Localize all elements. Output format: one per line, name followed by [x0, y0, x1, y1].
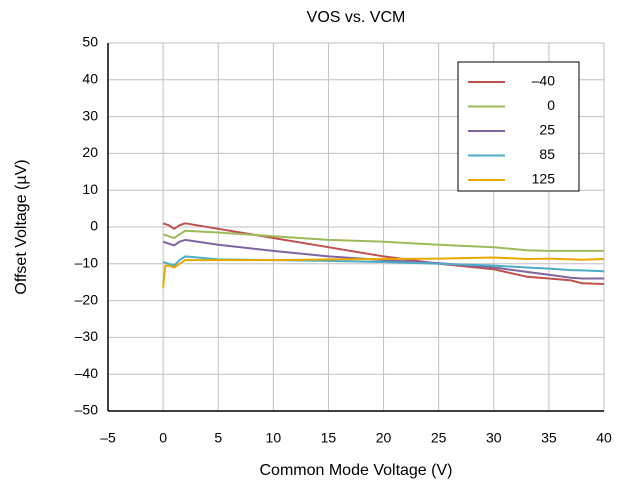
y-tick-label: 20: [82, 144, 98, 160]
x-tick-label: 25: [431, 430, 447, 446]
series-line: [162, 222, 605, 285]
x-tick-label: –5: [100, 430, 116, 446]
y-axis-label: Offset Voltage (µV): [13, 159, 30, 294]
series-line: [162, 256, 605, 288]
y-tick-label: –10: [75, 255, 99, 271]
legend-label: 125: [532, 171, 556, 187]
y-tick-label: –20: [75, 291, 99, 307]
y-tick-label: 10: [82, 181, 98, 197]
y-tick-label: 40: [82, 71, 98, 87]
series-line: [162, 238, 604, 280]
y-tick-label: –40: [75, 365, 99, 381]
legend-box: [457, 61, 580, 192]
y-tick-label: –30: [75, 328, 99, 344]
chart-title: VOS vs. VCM: [307, 9, 406, 26]
series-line: [162, 255, 605, 273]
legend-label: 85: [539, 146, 555, 162]
series-line: [162, 229, 604, 252]
y-tick-label: 50: [82, 34, 98, 50]
x-tick-label: 5: [214, 430, 222, 446]
x-tick-label: 15: [321, 430, 337, 446]
y-tick-label: 0: [90, 218, 98, 234]
x-tick-label: 20: [376, 430, 392, 446]
x-tick-label: 10: [266, 430, 282, 446]
legend-label: –40: [532, 73, 556, 89]
x-tick-label: 0: [159, 430, 167, 446]
y-tick-label: –50: [75, 402, 99, 418]
x-tick-label: 40: [596, 430, 612, 446]
x-axis-label: Common Mode Voltage (V): [260, 462, 453, 479]
legend-label: 0: [547, 97, 555, 113]
y-tick-label: 30: [82, 107, 98, 123]
legend-label: 25: [539, 122, 555, 138]
x-tick-label: 30: [486, 430, 502, 446]
x-tick-label: 35: [541, 430, 557, 446]
